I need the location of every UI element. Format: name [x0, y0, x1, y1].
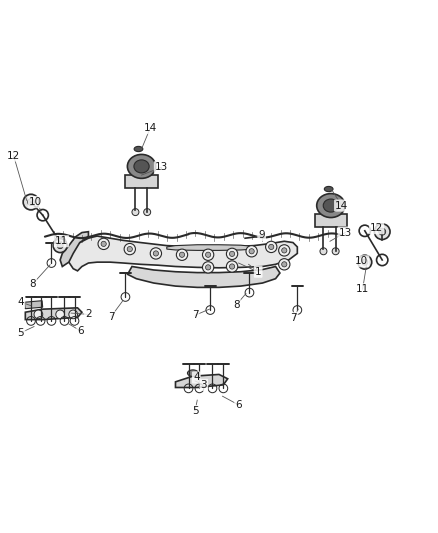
Circle shape: [246, 246, 257, 257]
Bar: [315, 214, 347, 228]
Circle shape: [177, 249, 187, 261]
Text: 5: 5: [192, 406, 198, 416]
Text: 7: 7: [108, 312, 114, 321]
Circle shape: [332, 248, 339, 255]
Circle shape: [205, 252, 211, 257]
Circle shape: [56, 310, 64, 319]
Circle shape: [153, 251, 159, 256]
Text: 12: 12: [7, 150, 20, 160]
Text: 7: 7: [290, 313, 297, 323]
Circle shape: [226, 248, 238, 260]
Ellipse shape: [323, 199, 339, 212]
Circle shape: [132, 208, 139, 215]
Text: 3: 3: [201, 380, 207, 390]
Circle shape: [23, 194, 39, 210]
Circle shape: [279, 245, 290, 256]
Circle shape: [34, 310, 43, 319]
Text: 8: 8: [29, 279, 36, 289]
Text: 14: 14: [335, 200, 348, 211]
Circle shape: [226, 261, 238, 272]
Circle shape: [282, 262, 287, 267]
Text: 11: 11: [356, 284, 369, 294]
Bar: [125, 175, 158, 188]
Circle shape: [57, 243, 63, 249]
Ellipse shape: [134, 160, 149, 173]
Text: 1: 1: [255, 266, 261, 277]
Circle shape: [362, 259, 368, 265]
Text: 6: 6: [235, 400, 242, 410]
Circle shape: [180, 252, 185, 257]
Circle shape: [230, 251, 235, 256]
Circle shape: [98, 238, 110, 249]
Text: 6: 6: [77, 326, 84, 336]
Polygon shape: [127, 266, 280, 287]
Text: 9: 9: [258, 230, 265, 240]
Polygon shape: [176, 375, 228, 387]
Circle shape: [205, 265, 211, 270]
Text: 14: 14: [144, 123, 157, 133]
Circle shape: [377, 254, 388, 265]
Bar: [25, 301, 42, 309]
Ellipse shape: [187, 370, 198, 376]
Text: 10: 10: [29, 197, 42, 207]
Polygon shape: [25, 308, 82, 320]
Circle shape: [279, 259, 290, 270]
Circle shape: [320, 248, 327, 255]
Text: 13: 13: [155, 162, 168, 172]
Text: 8: 8: [233, 300, 240, 310]
Circle shape: [53, 239, 67, 253]
Ellipse shape: [317, 193, 345, 217]
Polygon shape: [167, 245, 254, 251]
Text: 13: 13: [339, 228, 352, 238]
Circle shape: [127, 246, 132, 252]
Circle shape: [379, 228, 386, 235]
Text: 5: 5: [18, 328, 24, 337]
Circle shape: [37, 209, 48, 221]
Circle shape: [28, 199, 35, 206]
Circle shape: [69, 310, 78, 319]
Text: 2: 2: [85, 309, 92, 319]
Circle shape: [101, 241, 106, 246]
Circle shape: [249, 249, 254, 254]
Polygon shape: [67, 236, 297, 271]
Ellipse shape: [324, 187, 333, 192]
Circle shape: [144, 208, 151, 215]
Text: 12: 12: [370, 223, 383, 233]
Circle shape: [265, 241, 277, 253]
Circle shape: [230, 264, 235, 269]
Text: 4: 4: [18, 297, 24, 307]
Ellipse shape: [127, 155, 155, 179]
Circle shape: [54, 237, 66, 248]
Circle shape: [268, 244, 274, 249]
Circle shape: [202, 249, 214, 261]
Text: 4: 4: [193, 373, 200, 383]
Circle shape: [359, 225, 371, 237]
Circle shape: [124, 244, 135, 255]
Ellipse shape: [134, 147, 143, 151]
Circle shape: [202, 262, 214, 273]
Text: 10: 10: [355, 256, 368, 266]
Text: 11: 11: [55, 236, 68, 246]
Polygon shape: [60, 232, 88, 266]
Circle shape: [358, 255, 372, 269]
Text: 7: 7: [192, 310, 198, 320]
Circle shape: [150, 248, 162, 259]
Circle shape: [374, 224, 390, 239]
Circle shape: [282, 248, 287, 253]
